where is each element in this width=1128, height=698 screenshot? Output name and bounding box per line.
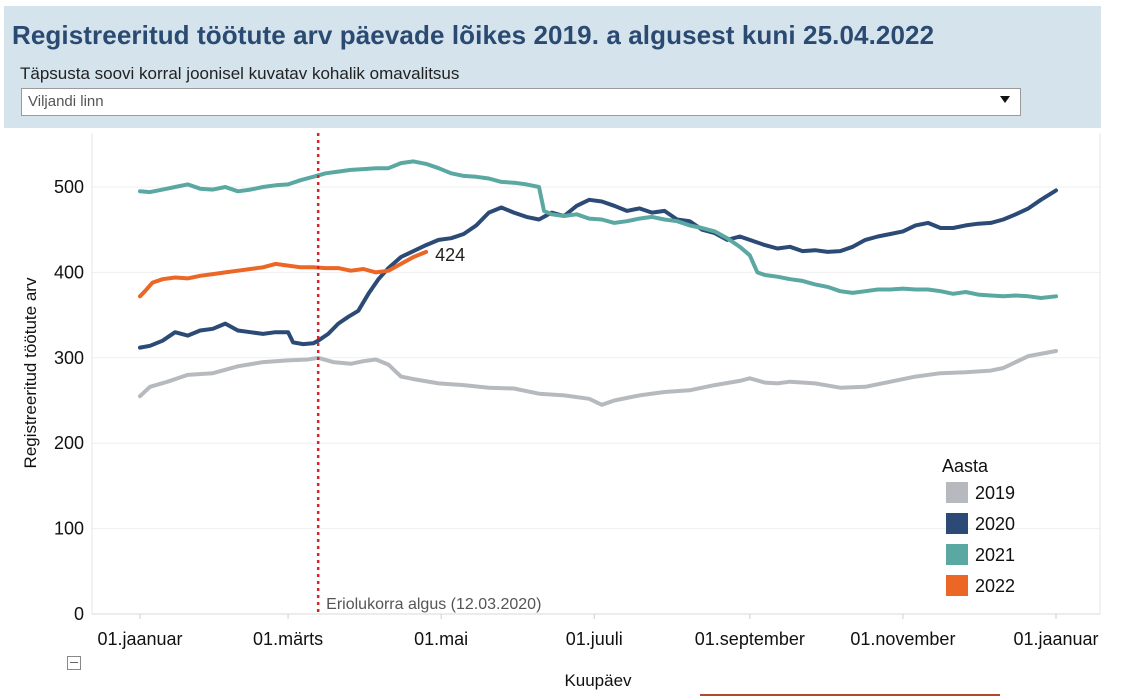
legend-swatch-2019 <box>946 482 968 503</box>
legend-swatch-2022 <box>946 575 968 596</box>
legend-label-2019: 2019 <box>975 483 1015 503</box>
collapse-icon[interactable] <box>67 656 81 670</box>
x-tick-label: 01.jaanuar <box>1013 629 1098 649</box>
series-layer: 424 <box>138 159 1058 407</box>
legend-swatch-2021 <box>946 544 968 565</box>
y-tick-label: 0 <box>74 604 84 624</box>
legend: Aasta 2019 2020 2021 2022 <box>942 456 1015 596</box>
series-line-2019 <box>138 349 1058 407</box>
legend-swatch-2020 <box>946 513 968 534</box>
y-tick-label: 200 <box>54 433 84 453</box>
axes-layer: 0 100 200 300 400 500 01.jaanuar 01.märts 01.mai… <box>54 133 1101 649</box>
y-tick-label: 100 <box>54 519 84 539</box>
legend-label-2022: 2022 <box>975 576 1015 596</box>
x-tick-label: 01.november <box>850 629 955 649</box>
series-line-2020 <box>138 188 1058 350</box>
chevron-down-icon[interactable] <box>1000 96 1010 103</box>
x-tick-label: 01.september <box>695 629 805 649</box>
x-tick-label: 01.jaanuar <box>97 629 182 649</box>
x-tick-label: 01.märts <box>253 629 323 649</box>
event-label: Eriolukorra algus (12.03.2020) <box>326 596 541 613</box>
y-tick-label: 500 <box>54 177 84 197</box>
y-tick-label: 400 <box>54 262 84 282</box>
x-axis-label: Kuupäev <box>564 671 632 690</box>
y-axis-label: Registreeritud töötute arv <box>21 277 40 468</box>
series-line-2022 <box>138 249 429 299</box>
event-layer: Eriolukorra algus (12.03.2020) <box>316 133 541 614</box>
x-tick-label: 01.juuli <box>566 629 623 649</box>
legend-label-2021: 2021 <box>975 545 1015 565</box>
y-tick-label: 300 <box>54 348 84 368</box>
legend-label-2020: 2020 <box>975 514 1015 534</box>
header-panel: Registreeritud töötute arv päevade lõike… <box>4 6 1101 128</box>
bottom-divider <box>700 694 1000 696</box>
data-label-2022: 424 <box>435 245 465 265</box>
municipality-dropdown[interactable]: Viljandi linn <box>21 88 1021 116</box>
page-title: Registreeritud töötute arv päevade lõike… <box>12 20 935 50</box>
series-line-2021 <box>138 159 1058 300</box>
x-tick-label: 01.mai <box>414 629 468 649</box>
dropdown-selected-value: Viljandi linn <box>28 93 104 110</box>
grid-layer <box>92 186 1100 530</box>
filter-label: Täpsusta soovi korral joonisel kuvatav k… <box>20 64 460 83</box>
legend-title: Aasta <box>942 456 989 476</box>
